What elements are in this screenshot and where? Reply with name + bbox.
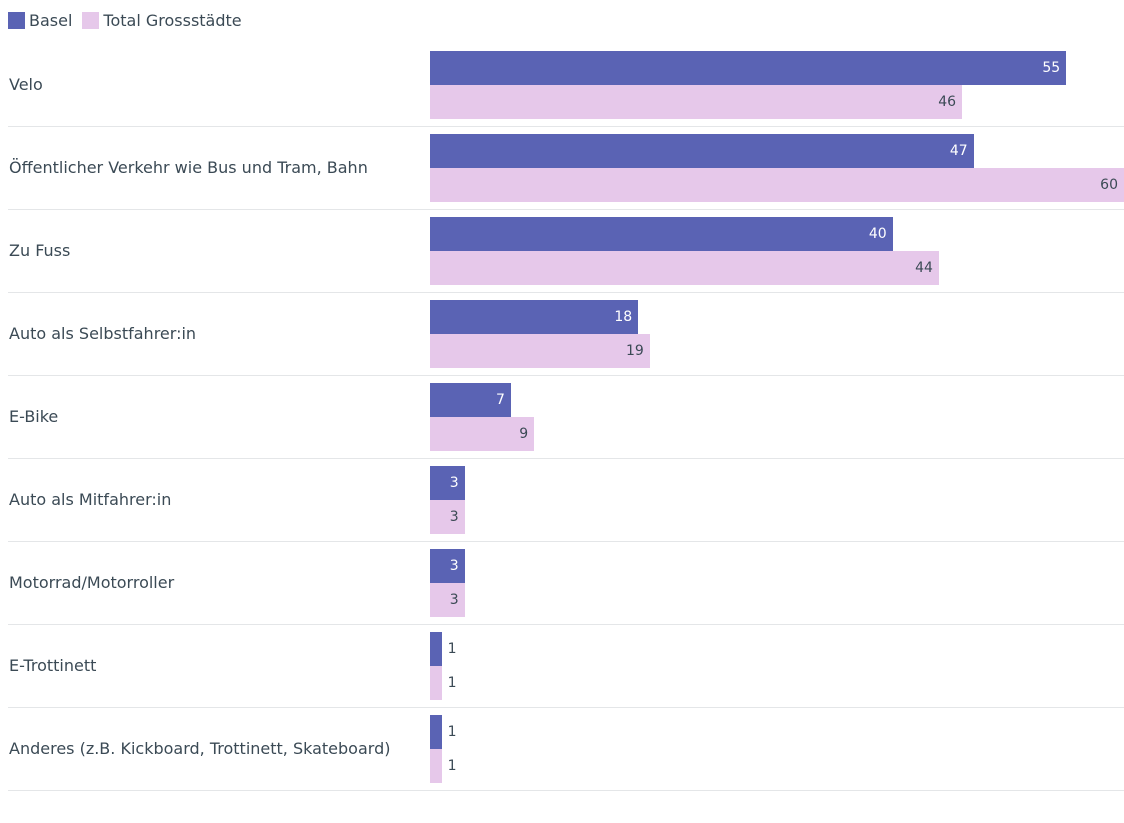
value-label-basel-zu-fuss: 40 (868, 226, 887, 242)
row-divider (8, 624, 1124, 625)
row-divider (8, 375, 1124, 376)
bar-basel-zu-fuss[interactable] (430, 217, 893, 251)
value-label-total-grossstadte-velo: 46 (938, 94, 957, 110)
value-label-basel-anderes-z-b-kickboard-trottinett-skateboard: 1 (447, 724, 457, 740)
bar-total-grossstadte-velo[interactable] (430, 85, 963, 119)
value-label-total-grossstadte-e-trottinett: 1 (447, 675, 457, 691)
value-label-total-grossstadte-zu-fuss: 44 (915, 260, 933, 276)
value-label-total-grossstadte-auto-als-selbstfahrer-in: 19 (625, 343, 644, 359)
value-label-basel-e-bike: 7 (496, 392, 505, 408)
value-label-total-grossstadte-motorrad-motorroller: 3 (449, 592, 459, 608)
row-divider (8, 292, 1124, 293)
category-label-velo: Velo (9, 75, 43, 94)
bar-total-grossstadte-e-trottinett[interactable] (430, 666, 442, 700)
value-label-basel-auto-als-selbstfahrer-in: 18 (614, 309, 633, 325)
row-divider (8, 209, 1124, 210)
legend-swatch-basel (8, 12, 25, 29)
category-label-e-trottinett: E-Trottinett (9, 656, 97, 675)
bar-total-grossstadte-offentlicher-verkehr-wie-bus-und-tram-bahn[interactable] (430, 168, 1124, 202)
category-label-anderes-z-b-kickboard-trottinett-skateboard: Anderes (z.B. Kickboard, Trottinett, Ska… (9, 739, 391, 758)
row-divider (8, 541, 1124, 542)
legend: Basel Total Grossstädte (8, 11, 252, 30)
value-label-basel-auto-als-mitfahrer-in: 3 (449, 475, 459, 491)
bar-basel-e-trottinett[interactable] (430, 632, 442, 666)
legend-item-basel[interactable]: Basel (8, 11, 72, 30)
category-label-motorrad-motorroller: Motorrad/Motorroller (9, 573, 175, 592)
legend-label-total-grossstaedte: Total Grossstädte (103, 11, 242, 30)
bar-total-grossstadte-anderes-z-b-kickboard-trottinett-skateboard[interactable] (430, 749, 442, 783)
category-label-zu-fuss: Zu Fuss (9, 241, 71, 260)
bar-basel-anderes-z-b-kickboard-trottinett-skateboard[interactable] (430, 715, 442, 749)
value-label-basel-e-trottinett: 1 (447, 641, 457, 657)
value-label-total-grossstadte-anderes-z-b-kickboard-trottinett-skateboard: 1 (447, 758, 457, 774)
bar-basel-e-bike[interactable] (430, 383, 511, 417)
value-label-total-grossstadte-e-bike: 9 (519, 426, 529, 442)
row-divider (8, 790, 1124, 791)
bar-basel-velo[interactable] (430, 51, 1067, 85)
legend-item-total-grossstaedte[interactable]: Total Grossstädte (82, 11, 242, 30)
category-label-auto-als-selbstfahrer-in: Auto als Selbstfahrer:in (9, 324, 197, 343)
bar-total-grossstadte-auto-als-mitfahrer-in[interactable] (430, 500, 465, 534)
bar-total-grossstadte-auto-als-selbstfahrer-in[interactable] (430, 334, 650, 368)
category-label-auto-als-mitfahrer-in: Auto als Mitfahrer:in (9, 490, 172, 509)
value-label-basel-velo: 55 (1042, 60, 1061, 76)
bar-basel-auto-als-selbstfahrer-in[interactable] (430, 300, 639, 334)
row-divider (8, 458, 1124, 459)
bar-total-grossstadte-motorrad-motorroller[interactable] (430, 583, 465, 617)
row-divider (8, 707, 1124, 708)
row-divider (8, 126, 1124, 127)
category-label-e-bike: E-Bike (9, 407, 59, 426)
legend-swatch-total-grossstaedte (82, 12, 100, 29)
bar-basel-auto-als-mitfahrer-in[interactable] (430, 466, 465, 500)
bar-total-grossstadte-zu-fuss[interactable] (430, 251, 939, 285)
bar-basel-offentlicher-verkehr-wie-bus-und-tram-bahn[interactable] (430, 134, 974, 168)
bar-total-grossstadte-e-bike[interactable] (430, 417, 535, 451)
value-label-basel-offentlicher-verkehr-wie-bus-und-tram-bahn: 47 (949, 143, 968, 159)
category-label-offentlicher-verkehr-wie-bus-und-tram-bahn: Öffentlicher Verkehr wie Bus und Tram, B… (9, 158, 368, 177)
value-label-basel-motorrad-motorroller: 3 (449, 558, 459, 574)
value-label-total-grossstadte-auto-als-mitfahrer-in: 3 (449, 509, 459, 525)
legend-label-basel: Basel (29, 11, 73, 30)
value-label-total-grossstadte-offentlicher-verkehr-wie-bus-und-tram-bahn: 60 (1100, 177, 1118, 193)
bar-basel-motorrad-motorroller[interactable] (430, 549, 465, 583)
